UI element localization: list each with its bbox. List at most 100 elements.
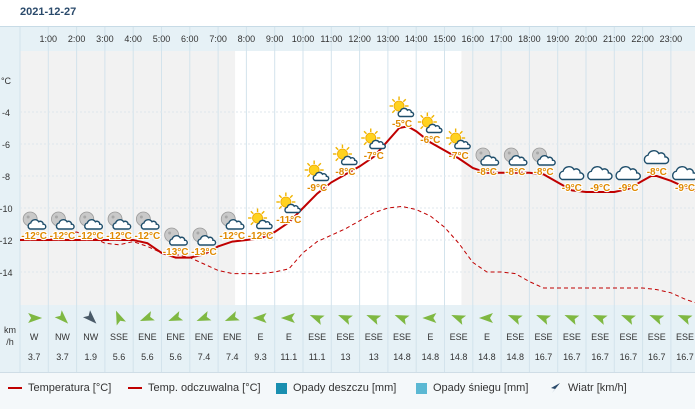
temperature-label: -9°C xyxy=(675,183,695,194)
wind-arrow-icon xyxy=(139,311,155,322)
cloud-shape xyxy=(55,219,75,230)
moon-crater xyxy=(168,231,172,235)
wind-speed-label: 16.7 xyxy=(591,352,609,362)
wind-arrow-shape xyxy=(366,314,382,325)
wind-speed-label: 3.7 xyxy=(28,352,41,362)
wind-arrow-icon xyxy=(564,314,580,325)
cloud-icon xyxy=(643,150,670,165)
wind-speed-label: 5.6 xyxy=(113,352,126,362)
temperature-label: -7°C xyxy=(449,151,469,162)
wind-arrow-shape xyxy=(649,314,665,325)
temperature-label: -8°C xyxy=(505,167,525,178)
moon-cloud-icon xyxy=(192,227,217,246)
moon-crater xyxy=(196,231,200,235)
cloud-shape xyxy=(225,219,245,230)
wind-arrow-shape xyxy=(280,313,295,323)
wind-arrow-icon xyxy=(338,314,353,325)
cloud-shape xyxy=(454,139,471,150)
temperature-label: -13°C xyxy=(163,247,189,258)
cloud-icon xyxy=(587,166,613,181)
temperature-label: -7°C xyxy=(364,151,384,162)
sun-ray xyxy=(431,114,435,119)
moon-crater xyxy=(479,151,483,155)
cloud-shape xyxy=(312,171,330,182)
wind-direction-label: ESE xyxy=(336,332,354,342)
temperature-label: -12°C xyxy=(219,231,245,242)
wind-speed-label: 7.4 xyxy=(198,352,211,362)
y-tick-label: -8 xyxy=(2,172,10,182)
cloud-shape xyxy=(587,166,613,181)
y-tick-label: -10 xyxy=(0,204,13,214)
wind-arrow-shape xyxy=(54,310,69,324)
wind-unit-label: km xyxy=(4,325,16,335)
wind-arrow-icon xyxy=(422,313,437,323)
moon-cloud-icon xyxy=(135,211,160,230)
moon-crater xyxy=(83,215,87,219)
sun-ray xyxy=(317,162,322,167)
cloud-shape xyxy=(369,139,386,150)
sun-ray xyxy=(289,194,294,199)
sun-cloud-icon xyxy=(417,112,443,134)
sun-cloud-icon xyxy=(276,192,302,214)
cloud-shape xyxy=(558,166,585,181)
hour-label: 9:00 xyxy=(266,34,284,44)
y-axis-band xyxy=(0,27,20,373)
wind-arrow-shape xyxy=(224,311,240,322)
moon-cloud-icon xyxy=(22,211,47,230)
wind-direction-label: ESE xyxy=(676,332,694,342)
wind-direction-label: ESE xyxy=(619,332,637,342)
wind-arrow-shape xyxy=(139,311,155,322)
wind-direction-label: E xyxy=(484,332,490,342)
y-tick-label: -4 xyxy=(2,108,10,118)
temperature-label: -5°C xyxy=(392,119,412,130)
hour-label: 8:00 xyxy=(238,34,256,44)
temperature-label: -12°C xyxy=(50,231,76,242)
wind-direction-label: ESE xyxy=(365,332,383,342)
temperature-label: -9°C xyxy=(562,183,582,194)
date-label: 2021-12-27 xyxy=(20,6,77,18)
temperature-label: -12°C xyxy=(78,231,104,242)
sun-cloud-icon xyxy=(248,208,273,230)
wind-direction-label: NW xyxy=(83,332,98,342)
wind-direction-label: ESE xyxy=(591,332,609,342)
wind-unit-label: /h xyxy=(6,337,14,347)
wind-direction-label: W xyxy=(30,332,39,342)
wind-arrow-icon xyxy=(451,314,467,325)
wind-speed-label: 3.7 xyxy=(56,352,69,362)
hour-label: 1:00 xyxy=(40,34,58,44)
cloud-icon xyxy=(615,166,641,181)
y-tick-label: -6 xyxy=(2,140,10,150)
sun-ray xyxy=(335,146,339,151)
temperature-label: -8°C xyxy=(647,167,667,178)
wind-arrow-icon xyxy=(551,383,560,393)
wind-arrow-shape xyxy=(564,314,580,325)
temperature-label: -8°C xyxy=(335,167,355,178)
temperature-label: -9°C xyxy=(590,183,610,194)
moon-cloud-icon xyxy=(164,227,188,246)
cloud-shape xyxy=(397,107,415,118)
wind-arrow-icon xyxy=(196,311,212,322)
sun-ray xyxy=(278,205,283,210)
sun-cloud-icon xyxy=(304,160,330,182)
wind-arrow-shape xyxy=(478,313,493,323)
moon-crater xyxy=(26,215,30,219)
moon-cloud-icon xyxy=(107,211,132,230)
sun-ray xyxy=(306,173,311,178)
y-axis-unit: °C xyxy=(1,76,12,86)
wind-speed-label: 11.1 xyxy=(280,352,297,362)
moon-crater xyxy=(139,215,143,219)
wind-arrow-shape xyxy=(592,314,608,325)
hour-label: 4:00 xyxy=(124,34,142,44)
cloud-shape xyxy=(112,219,132,230)
legend-temperature: Temperatura [°C] xyxy=(8,382,111,394)
sun-ray xyxy=(448,130,452,135)
sun-cloud-icon xyxy=(361,128,386,150)
hour-label: 16:00 xyxy=(462,34,485,44)
temperature-line xyxy=(20,125,695,259)
wind-direction-label: ESE xyxy=(308,332,326,342)
weather-chart: 1:00 2:00 3:00 4:00 5:00 6:00 7:00 8:00 9:00 10:0… xyxy=(0,26,695,373)
sun-ray xyxy=(306,162,311,167)
feels-like-swatch xyxy=(128,387,142,389)
moon-cloud-icon xyxy=(532,147,556,166)
sun-ray xyxy=(250,210,254,215)
